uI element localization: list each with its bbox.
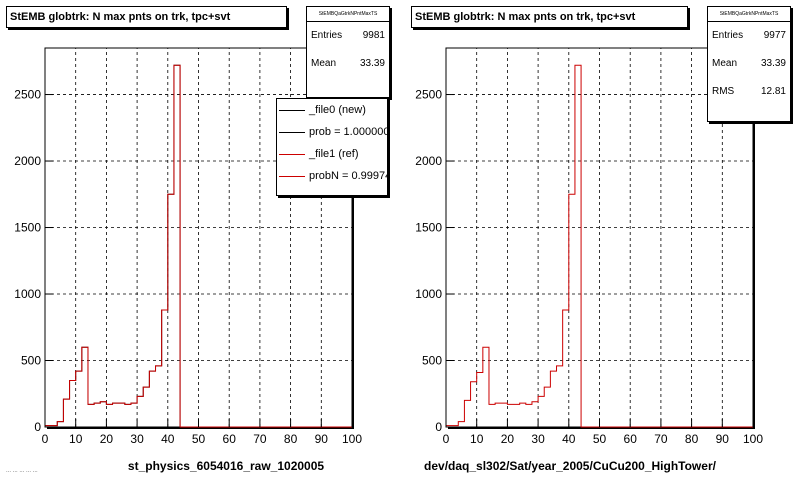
panel-2-title-text: StEMB globtrk: N max pnts on trk, tpc+sv… [415, 11, 636, 23]
stats-value: 9977 [763, 30, 786, 41]
panel-1-y-tick-label: 2000 [14, 154, 41, 168]
panel-2-y-tick-label: 1500 [415, 221, 442, 235]
stats-label: Entries [311, 30, 343, 41]
panel-1-y-tick-label: 1500 [14, 221, 41, 235]
panel-1-x-tick-label: 50 [192, 432, 206, 446]
panel-1-y-tick-label: 2500 [14, 88, 41, 102]
panel-2-stats-name: StEMBQaGtrkNPntMaxTS [708, 7, 790, 22]
footer-date-text: ... ... ... ... ... [6, 468, 38, 474]
panel-1-histogram-series-2 [44, 64, 352, 428]
panel-1-y-tick-label: 1000 [14, 287, 41, 301]
panel-2-x-tick-label: 80 [685, 432, 699, 446]
panel-2-x-tick-label: 70 [654, 432, 668, 446]
panel-2-y-tick-label: 500 [422, 354, 442, 368]
legend-label: _file1 (ref) [309, 148, 359, 160]
panel-2-x-axis-label: dev/daq_sl302/Sat/year_2005/CuCu200_High… [424, 459, 717, 473]
panel-1-stats-row-entries: Entries 9981 [307, 22, 389, 50]
panel-2-x-tick-label: 20 [501, 432, 515, 446]
legend-swatch-new [279, 109, 305, 111]
stats-value: 33.39 [760, 58, 786, 69]
panel-1-x-tick-label: 60 [223, 432, 237, 446]
stats-value: 33.39 [359, 58, 385, 69]
legend-entry: probN = 0.999747 [277, 165, 387, 187]
panel-1-x-tick-label: 100 [342, 432, 362, 446]
stats-value: 12.81 [760, 86, 786, 97]
panel-1-stats-name: StEMBQaGtrkNPntMaxTS [307, 7, 389, 22]
legend-label: probN = 0.999747 [309, 170, 387, 182]
legend-entry: _file1 (ref) [277, 143, 387, 165]
panel-1-title-text: StEMB globtrk: N max pnts on trk, tpc+sv… [10, 11, 231, 23]
panel-2-x-tick-label: 50 [593, 432, 607, 446]
panel-2-histogram-series-1 [445, 64, 753, 428]
panel-1-x-tick-label: 70 [253, 432, 267, 446]
panel-2-plot-frame [445, 47, 754, 428]
panel-1-x-tick-label: 30 [130, 432, 144, 446]
panel-1-y-tick-label: 500 [21, 354, 41, 368]
panel-2-x-tick-label: 60 [624, 432, 638, 446]
stats-label: Entries [712, 30, 744, 41]
panel-2-x-tick-label: 30 [531, 432, 545, 446]
panel-2-x-tick-label: 10 [470, 432, 484, 446]
legend-label: _file0 (new) [309, 104, 366, 116]
legend-entry: prob = 1.000000 [277, 121, 387, 143]
stats-label: RMS [712, 86, 735, 97]
panel-1-x-tick-label: 40 [161, 432, 175, 446]
panel-1-x-tick-label: 10 [69, 432, 83, 446]
panel-1-x-tick-label: 80 [284, 432, 298, 446]
panel-1-x-tick-label: 90 [315, 432, 329, 446]
panel-1-x-tick-label: 0 [42, 432, 49, 446]
stats-value: 9981 [362, 30, 385, 41]
panel-1-stats-box: StEMBQaGtrkNPntMaxTS Entries 9981 Mean 3… [306, 6, 390, 98]
panel-1-legend: _file0 (new) prob = 1.000000 _file1 (ref… [276, 98, 388, 196]
panel-1-x-axis-label: st_physics_6054016_raw_1020005 [128, 459, 324, 473]
panel-2-stats-row-mean: Mean 33.39 [708, 50, 790, 78]
panel-2-x-tick-label: 0 [443, 432, 450, 446]
panel-1-title: StEMB globtrk: N max pnts on trk, tpc+sv… [6, 6, 287, 28]
panel-1-stats-row-mean: Mean 33.39 [307, 50, 389, 78]
legend-swatch-probn [279, 175, 305, 177]
panel-1-x-tick-label: 20 [100, 432, 114, 446]
panel-2-title: StEMB globtrk: N max pnts on trk, tpc+sv… [411, 6, 688, 28]
panel-2-stats-box: StEMBQaGtrkNPntMaxTS Entries 9977 Mean 3… [707, 6, 791, 122]
panel-2-stats-row-entries: Entries 9977 [708, 22, 790, 50]
legend-swatch-prob [279, 131, 305, 133]
panel-1-y-tick-label: 0 [34, 420, 41, 434]
legend-swatch-ref [279, 153, 305, 155]
legend-label: prob = 1.000000 [309, 126, 387, 138]
stats-label: Mean [712, 58, 738, 69]
panel-2-y-tick-label: 2500 [415, 88, 442, 102]
panel-2-stats-row-rms: RMS 12.81 [708, 78, 790, 106]
panel-2-x-tick-label: 90 [716, 432, 730, 446]
panel-2-x-tick-label: 40 [562, 432, 576, 446]
panel-2-y-tick-label: 2000 [415, 154, 442, 168]
panel-2-x-tick-label: 100 [743, 432, 763, 446]
legend-entry: _file0 (new) [277, 99, 387, 121]
panel-2-y-tick-label: 0 [435, 420, 442, 434]
panel-2-y-tick-label: 1000 [415, 287, 442, 301]
stats-label: Mean [311, 58, 337, 69]
